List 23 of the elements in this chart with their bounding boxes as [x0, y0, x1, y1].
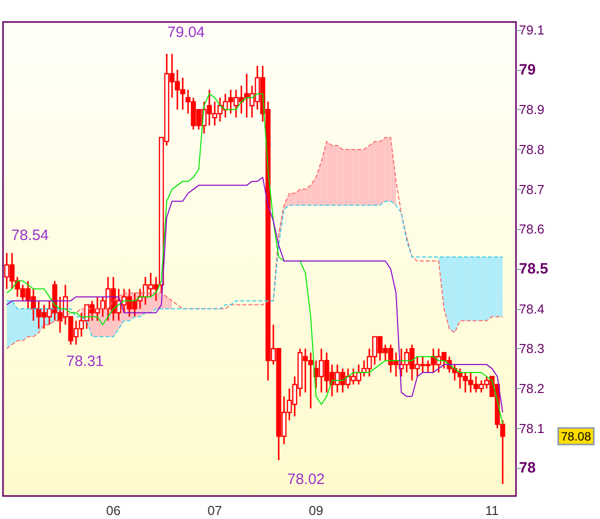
y-tick-label: 78.7 [519, 182, 544, 197]
annotation: 78.31 [66, 353, 104, 370]
y-tick-label: 78.5 [519, 260, 548, 278]
y-tick-label: 78.8 [519, 142, 544, 157]
x-tick-label: 06 [106, 503, 121, 518]
y-tick-label: 78.4 [519, 301, 544, 316]
line-series [6, 137, 504, 350]
line-series [6, 176, 504, 413]
y-tick-label: 78.9 [519, 102, 544, 118]
y-tick-label: 78.3 [519, 341, 544, 356]
x-tick-label: 11 [485, 503, 499, 518]
y-tick-label: 78 [519, 460, 536, 477]
y-tick-label: 78.6 [519, 222, 544, 237]
x-tick-label: 07 [207, 503, 222, 518]
annotation: 78.02 [287, 471, 325, 488]
y-tick-label: 79 [519, 61, 536, 78]
x-tick-label: 09 [308, 503, 324, 518]
annotation: 79.04 [167, 24, 205, 41]
y-tick-label: 78.2 [519, 380, 544, 396]
y-tick-label: 78.1 [519, 420, 544, 436]
y-tick-label: 79.1 [519, 22, 544, 38]
annotation: 78.54 [11, 227, 49, 244]
text: 78.08 [561, 429, 592, 444]
